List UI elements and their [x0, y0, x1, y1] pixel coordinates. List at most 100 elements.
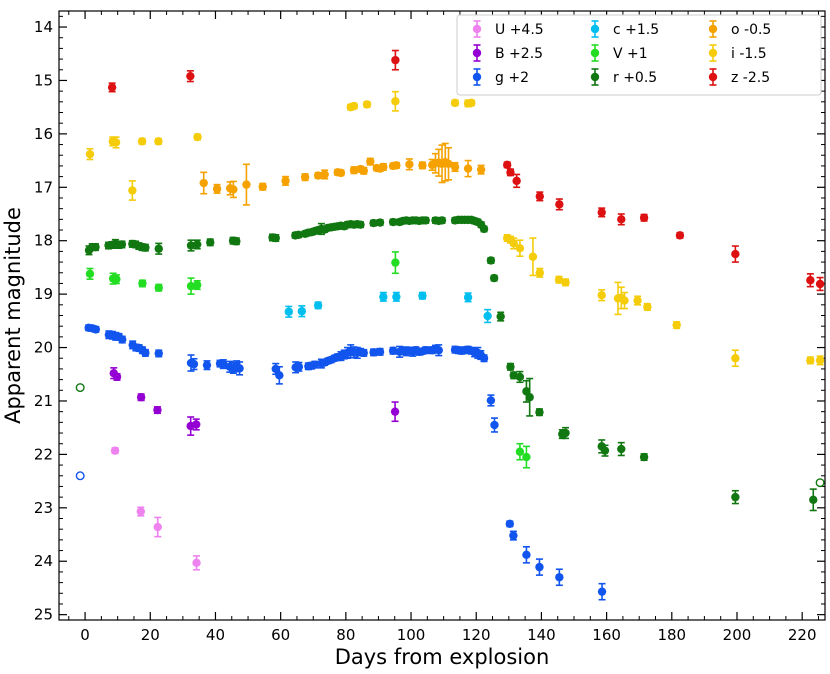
legend-label: i -1.5 — [731, 46, 767, 62]
data-marker — [91, 242, 100, 252]
data-point — [633, 295, 642, 306]
data-point — [193, 132, 202, 142]
data-point — [597, 289, 606, 302]
data-point — [806, 356, 815, 365]
data-marker — [186, 241, 196, 250]
data-marker — [154, 283, 163, 292]
legend-item-u-4-5: U +4.5 — [472, 20, 544, 38]
x-tick-label: 180 — [657, 626, 686, 644]
data-point — [153, 516, 162, 538]
data-marker — [815, 356, 825, 365]
data-marker — [392, 292, 401, 302]
data-point — [137, 137, 147, 146]
data-marker — [515, 447, 525, 456]
data-point — [597, 207, 606, 218]
x-tick-labels: 0 20 40 60 80 100 120 140 160 180 200 220 — [80, 626, 816, 644]
y-tick-label: 16 — [34, 125, 53, 143]
data-point — [235, 361, 244, 376]
data-point — [359, 166, 368, 175]
data-point — [506, 362, 515, 371]
data-marker — [138, 279, 147, 288]
y-tick-label: 21 — [34, 392, 53, 410]
data-marker — [192, 558, 201, 568]
legend-item-o-0-5: o -0.5 — [708, 20, 771, 38]
data-point — [479, 224, 489, 234]
data-point — [617, 441, 626, 457]
series-i-1-5 — [85, 90, 825, 368]
data-point — [434, 344, 443, 357]
data-point — [561, 278, 570, 287]
data-marker — [300, 172, 310, 182]
data-point — [815, 355, 825, 366]
data-point — [154, 283, 163, 292]
data-marker — [515, 243, 525, 253]
data-marker — [620, 296, 629, 305]
data-marker — [522, 452, 531, 462]
data-marker — [418, 291, 427, 300]
x-tick-label: 200 — [723, 626, 752, 644]
data-marker — [479, 224, 489, 234]
data-marker — [141, 243, 150, 252]
data-marker — [392, 161, 401, 170]
data-marker — [509, 531, 518, 540]
data-marker — [275, 371, 284, 380]
legend-item-g-2: g +2 — [472, 68, 529, 86]
data-point — [502, 160, 512, 170]
data-marker — [391, 55, 400, 65]
plot-frame — [58, 10, 826, 621]
legend-marker — [472, 24, 482, 34]
data-point — [600, 444, 610, 457]
data-point — [617, 213, 626, 226]
data-point — [229, 180, 238, 199]
data-marker — [141, 348, 150, 358]
data-marker — [359, 166, 368, 175]
data-marker — [509, 239, 518, 248]
legend-label: r +0.5 — [613, 70, 657, 86]
data-marker — [535, 192, 544, 201]
data-marker — [294, 230, 303, 240]
data-point — [444, 146, 453, 181]
data-point — [369, 218, 378, 228]
data-marker — [502, 160, 512, 170]
data-marker — [258, 182, 267, 191]
data-point — [193, 239, 202, 250]
data-point — [192, 418, 201, 431]
data-point — [515, 370, 525, 384]
data-marker — [806, 276, 815, 285]
series-g-2 — [84, 323, 607, 601]
data-marker — [643, 302, 652, 312]
data-point — [336, 168, 346, 178]
data-marker — [193, 280, 202, 290]
legend-label: U +4.5 — [495, 22, 544, 38]
data-point — [118, 335, 127, 344]
data-point — [554, 275, 564, 284]
data-marker — [369, 218, 378, 228]
data-marker — [815, 279, 825, 289]
data-marker — [535, 268, 544, 277]
data-marker — [434, 346, 443, 355]
data-point — [202, 360, 212, 371]
data-marker — [199, 178, 208, 188]
legend-item-r-0-5: r +0.5 — [590, 68, 657, 86]
data-marker — [242, 180, 251, 189]
data-point — [154, 242, 163, 255]
data-point — [731, 489, 740, 505]
data-point — [535, 191, 544, 202]
legend-item-b-2-5: B +2.5 — [472, 44, 543, 62]
data-marker — [597, 587, 607, 596]
legend-marker — [590, 48, 600, 58]
data-point — [815, 276, 825, 292]
data-point — [421, 346, 430, 355]
data-point — [535, 407, 544, 417]
data-marker — [731, 492, 740, 502]
open-marker — [75, 471, 85, 481]
data-point — [479, 354, 489, 363]
data-point — [509, 530, 518, 541]
data-marker — [359, 348, 368, 358]
data-point — [535, 558, 544, 576]
data-marker — [421, 216, 430, 225]
data-point — [405, 158, 414, 171]
data-point — [193, 279, 202, 291]
data-point — [392, 161, 401, 170]
series-r-0-5 — [84, 215, 818, 512]
